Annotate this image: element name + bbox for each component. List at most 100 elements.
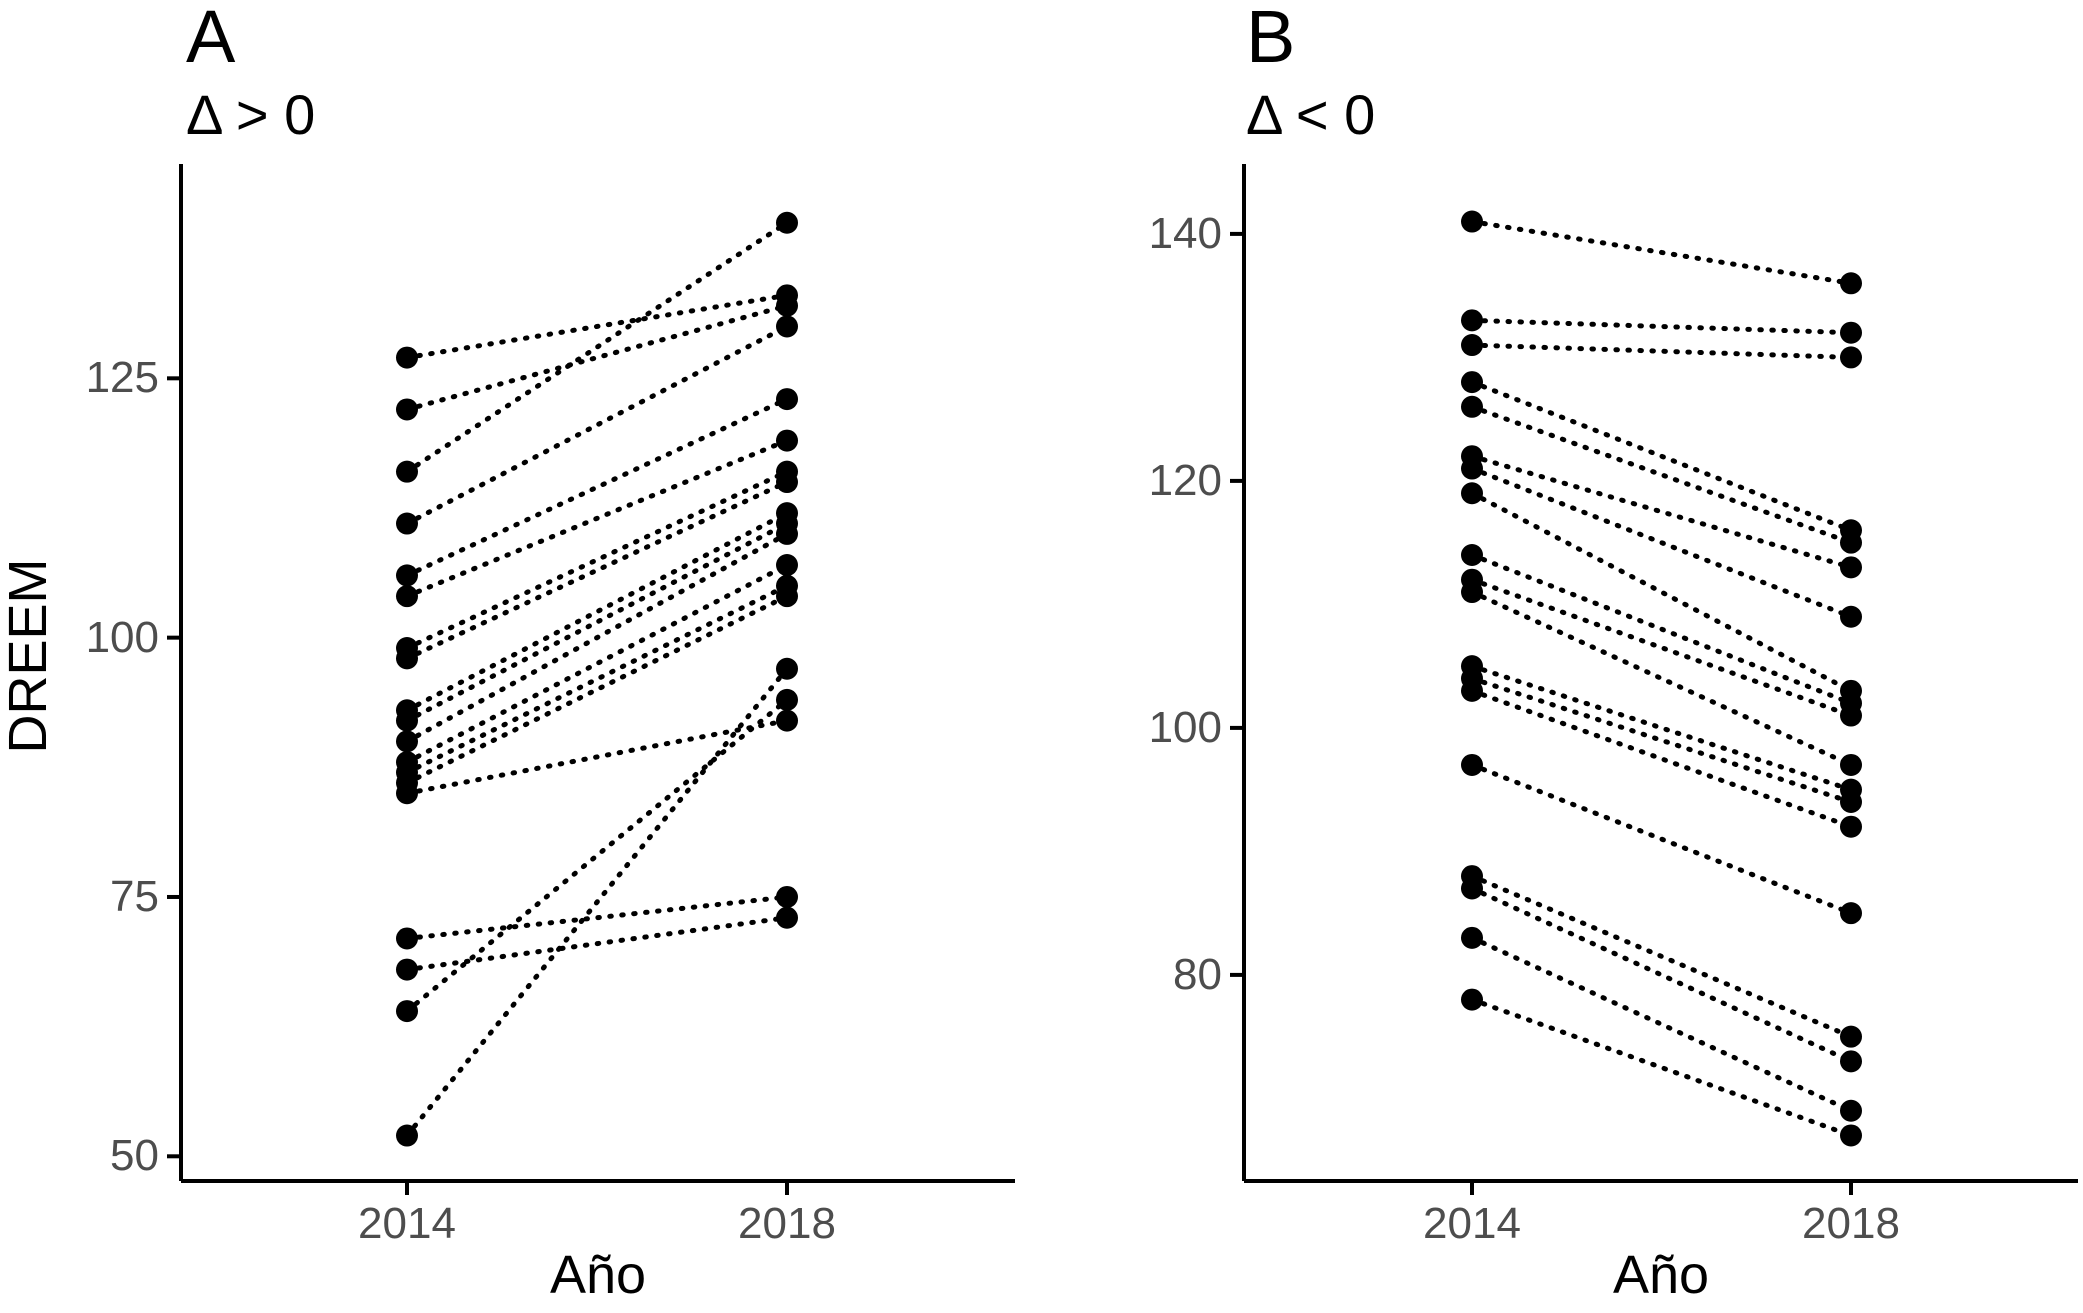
data-point-2018: [1840, 1124, 1862, 1147]
panel-b-tag: B: [1246, 0, 1296, 78]
x-tick-label: 2014: [358, 1199, 456, 1248]
y-tick-label: 125: [85, 353, 159, 403]
pair-line: [404, 697, 790, 1014]
data-point-2014: [396, 958, 418, 981]
pair-line: [404, 323, 790, 527]
data-point-2014: [1461, 334, 1483, 357]
pair-line: [1469, 873, 1854, 1040]
panel-a-tag: A: [186, 0, 236, 78]
data-point-2018: [1840, 605, 1862, 628]
pair-line: [1469, 676, 1854, 805]
data-point-2018: [1840, 704, 1862, 727]
data-point-2018: [1840, 346, 1862, 369]
x-tick-label: 2018: [1802, 1199, 1900, 1248]
pair-line: [1469, 342, 1854, 360]
panel-a-x-axis-title: Año: [549, 1245, 647, 1305]
data-point-2014: [1461, 877, 1483, 900]
data-point-2018: [776, 657, 798, 680]
pair-line: [404, 894, 790, 941]
data-point-2014: [1461, 482, 1483, 505]
data-point-2018: [776, 429, 798, 452]
data-point-2014: [1461, 581, 1483, 604]
pair-line: [1469, 219, 1854, 286]
data-point-2014: [396, 782, 418, 805]
pair-line: [404, 593, 790, 786]
data-point-2014: [1461, 395, 1483, 418]
pair-line: [1469, 577, 1854, 719]
pair-line: [404, 531, 790, 744]
data-point-2014: [1461, 210, 1483, 233]
data-point-2018: [776, 294, 798, 317]
pair-line: [1469, 589, 1854, 768]
data-point-2014: [396, 1124, 418, 1147]
data-point-2014: [1461, 544, 1483, 566]
data-point-2018: [776, 709, 798, 732]
y-tick-label: 80: [1173, 949, 1222, 999]
data-point-2014: [1461, 309, 1483, 332]
data-point-2018: [776, 585, 798, 608]
data-point-2018: [776, 471, 798, 494]
pair-line: [1469, 688, 1854, 830]
data-point-2018: [1840, 902, 1862, 925]
data-point-2018: [776, 906, 798, 929]
pair-line: [404, 562, 790, 765]
pair-line: [404, 583, 790, 775]
data-point-2018: [776, 554, 798, 577]
pair-line: [1469, 490, 1854, 694]
pair-line: [404, 220, 790, 475]
y-tick-label: 75: [110, 871, 159, 921]
data-point-2018: [1840, 556, 1862, 579]
data-point-2014: [1461, 371, 1483, 394]
data-point-2014: [1461, 457, 1483, 480]
data-point-2014: [1461, 988, 1483, 1011]
pair-line: [404, 479, 790, 661]
panel-b-subtitle: Δ < 0: [1246, 83, 1376, 146]
data-point-2018: [1840, 1025, 1862, 1048]
panel-b-x-axis-title: Año: [1612, 1245, 1710, 1305]
pair-line: [404, 292, 790, 361]
y-tick-label: 140: [1148, 208, 1222, 258]
pair-line: [404, 469, 790, 651]
y-tick-label: 100: [1148, 702, 1222, 752]
data-point-2018: [1840, 815, 1862, 838]
data-point-2014: [396, 730, 418, 753]
data-point-2014: [1461, 753, 1483, 776]
data-point-2014: [396, 709, 418, 732]
x-tick-label: 2018: [738, 1199, 836, 1248]
data-point-2014: [396, 460, 418, 483]
pair-line: [404, 438, 790, 599]
pair-line: [1469, 404, 1854, 546]
y-tick-label: 120: [1148, 455, 1222, 505]
pair-line: [1469, 453, 1854, 570]
pair-line: [404, 718, 790, 796]
pair-line: [404, 396, 790, 578]
data-point-2014: [396, 927, 418, 950]
data-point-2014: [396, 346, 418, 369]
data-point-2018: [1840, 531, 1862, 554]
pair-line: [1469, 997, 1854, 1138]
pair-line: [1469, 762, 1854, 916]
pair-line: [1469, 663, 1854, 793]
data-point-2014: [396, 512, 418, 535]
data-point-2018: [776, 315, 798, 338]
pair-line: [404, 510, 790, 713]
pair-line: [404, 915, 790, 973]
data-point-2018: [1840, 272, 1862, 295]
panel-a-subtitle: Δ > 0: [186, 83, 316, 146]
data-point-2014: [396, 647, 418, 670]
data-point-2018: [1840, 1099, 1862, 1122]
pair-line: [404, 521, 790, 724]
x-tick-label: 2014: [1423, 1199, 1521, 1248]
data-point-2014: [396, 398, 418, 421]
pair-line: [1469, 885, 1854, 1064]
data-point-2014: [1461, 679, 1483, 702]
pair-line: [1469, 466, 1854, 620]
data-point-2014: [396, 585, 418, 608]
pair-line: [1469, 935, 1854, 1114]
pair-line: [1469, 379, 1854, 533]
data-point-2018: [776, 688, 798, 711]
data-point-2014: [396, 564, 418, 587]
data-point-2018: [1840, 1050, 1862, 1073]
pair-line: [404, 666, 790, 1139]
